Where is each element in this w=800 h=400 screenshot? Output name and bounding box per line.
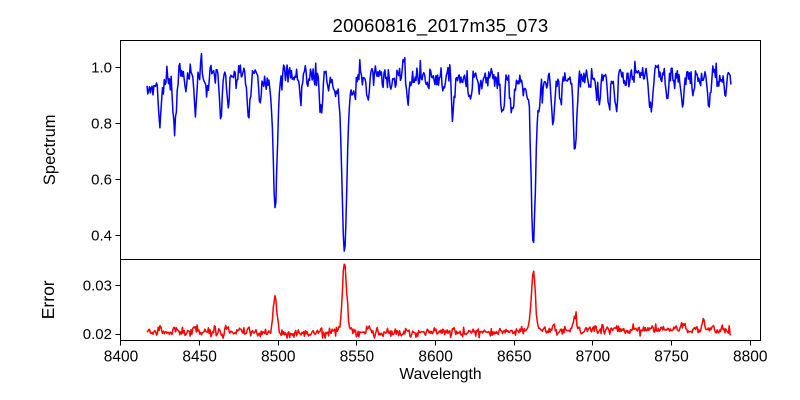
- svg-text:8450: 8450: [182, 349, 217, 366]
- svg-text:0.4: 0.4: [91, 228, 112, 245]
- svg-text:8750: 8750: [654, 349, 689, 366]
- svg-text:0.8: 0.8: [91, 116, 112, 133]
- svg-text:8800: 8800: [733, 349, 768, 366]
- svg-text:20060816_2017m35_073: 20060816_2017m35_073: [333, 15, 549, 37]
- svg-text:0.03: 0.03: [83, 278, 112, 295]
- svg-text:8500: 8500: [261, 349, 296, 366]
- svg-text:0.6: 0.6: [91, 172, 112, 189]
- svg-text:8400: 8400: [104, 349, 139, 366]
- svg-text:8550: 8550: [340, 349, 375, 366]
- svg-text:Wavelength: Wavelength: [399, 366, 481, 383]
- svg-text:0.02: 0.02: [83, 326, 112, 343]
- svg-text:8700: 8700: [576, 349, 611, 366]
- svg-text:Spectrum: Spectrum: [41, 114, 59, 185]
- svg-text:8650: 8650: [497, 349, 532, 366]
- svg-text:1.0: 1.0: [91, 60, 112, 77]
- svg-text:8600: 8600: [418, 349, 453, 366]
- svg-text:Error: Error: [38, 280, 58, 319]
